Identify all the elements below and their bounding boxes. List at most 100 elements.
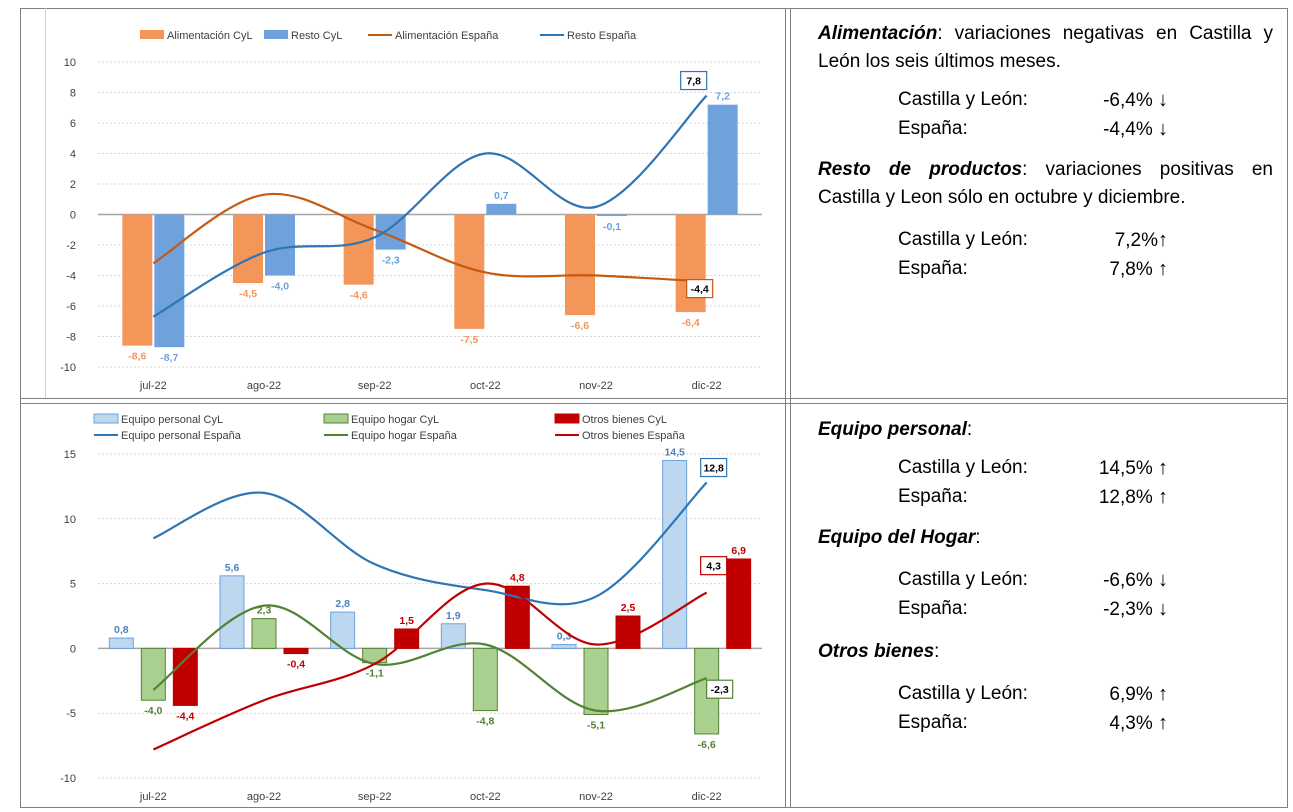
bar-data-label: -8,6 [128, 351, 146, 363]
y-tick-label: 0 [70, 210, 76, 222]
row-label: Castilla y León: [898, 89, 1028, 110]
text-resto: : variaciones positivas en Castilla y Le… [818, 159, 1274, 208]
row-value: 4,3% [1109, 713, 1153, 734]
y-tick-label: -10 [60, 362, 76, 374]
y-tick-label: -8 [66, 332, 76, 344]
x-tick-label: sep-22 [358, 380, 392, 392]
bar [615, 615, 641, 649]
end-data-label: -2,3 [711, 684, 729, 696]
end-label-box [680, 70, 708, 91]
bar [154, 214, 185, 348]
end-label-box [700, 556, 728, 576]
bar-data-label: -6,6 [698, 739, 716, 751]
row-alim-esp: España: -4,4% ↓ [898, 115, 1273, 144]
heading-alimentacion: Alimentación [818, 23, 938, 44]
series-line [152, 481, 708, 606]
paragraph-alimentacion: Alimentación: variaciones negativas en C… [818, 20, 1273, 76]
row-ep-esp: España: 12,8% ↑ [898, 483, 1273, 512]
bar-data-label: -4,6 [350, 290, 368, 302]
arrow-up-icon: ↑ [1158, 457, 1168, 479]
table-frame [20, 8, 1288, 808]
arrow-down-icon: ↓ [1158, 569, 1168, 591]
x-tick-label: jul-22 [139, 380, 167, 392]
arrow-up-icon: ↑ [1158, 229, 1168, 251]
bar-data-label: -6,4 [682, 317, 700, 329]
heading-line-equipo-hogar: Equipo del Hogar: [818, 524, 1273, 552]
end-data-label: 7,8 [686, 76, 701, 88]
bar [219, 575, 245, 649]
column-divider [785, 8, 791, 808]
left-margin-column [20, 8, 46, 398]
arrow-down-icon: ↓ [1158, 598, 1168, 620]
row-ob-esp: España: 4,3% ↑ [898, 709, 1273, 738]
heading-equipo-hogar: Equipo del Hogar [818, 527, 976, 548]
x-tick-label: nov-22 [579, 380, 613, 392]
legend-entry: Equipo personal España [121, 430, 242, 442]
arrow-up-icon: ↑ [1158, 683, 1168, 705]
row-resto-cyl: Castilla y León: 7,2%↑ [898, 226, 1273, 255]
legend-swatch [93, 413, 119, 424]
y-tick-label: -6 [66, 301, 76, 313]
legend-swatch [264, 30, 288, 39]
legend-swatch [323, 413, 349, 424]
bar-data-label: -0,4 [287, 659, 305, 671]
heading-suffix: : [934, 641, 940, 662]
series-line [152, 94, 708, 318]
row-label: Castilla y León: [898, 569, 1028, 590]
row-label: Castilla y León: [898, 229, 1028, 250]
bar [140, 647, 166, 701]
arrow-up-icon: ↑ [1158, 486, 1168, 508]
bar-data-label: -4,5 [239, 288, 257, 300]
bar-data-label: 14,5 [664, 446, 685, 458]
heading-equipo-personal: Equipo personal [818, 419, 967, 440]
arrow-down-icon: ↓ [1158, 118, 1168, 140]
bar-data-label: -5,1 [587, 719, 605, 731]
row-value: 7,2% [1114, 230, 1158, 251]
x-tick-label: ago-22 [247, 380, 281, 392]
bar-data-label: -8,7 [160, 352, 178, 364]
bar [565, 214, 595, 316]
commentary-panel-1: Alimentación: variaciones negativas en C… [818, 20, 1273, 284]
bar-data-label: 0,8 [114, 624, 129, 636]
bar [583, 647, 609, 715]
arrow-up-icon: ↑ [1158, 712, 1168, 734]
bar [343, 214, 374, 285]
bar-data-label: -4,0 [144, 705, 162, 717]
bar [707, 104, 738, 215]
bar-data-label: -4,0 [271, 281, 289, 293]
heading-line-otros-bienes: Otros bienes: [818, 638, 1273, 666]
bar [122, 214, 153, 346]
bar-data-label: 0,7 [494, 190, 509, 202]
y-tick-label: 10 [64, 57, 76, 69]
y-tick-label: -4 [66, 271, 76, 283]
legend-entry: Resto CyL [291, 30, 342, 42]
series-line [152, 604, 707, 713]
row-resto-esp: España: 7,8% ↑ [898, 255, 1273, 284]
bar [726, 558, 752, 649]
bar [283, 647, 309, 655]
row-ob-cyl: Castilla y León: 6,9% ↑ [898, 680, 1273, 709]
end-label-box [700, 457, 728, 478]
commentary-panel-2: Equipo personal: Castilla y León: 14,5% ↑… [818, 416, 1273, 738]
x-tick-label: ago-22 [247, 791, 281, 803]
heading-line-equipo-personal: Equipo personal: [818, 416, 1273, 444]
chart-alimentacion-resto: -10 -8 -6 -4 -2 0 2 4 6 8 10 jul-22 ago-22 sep-22 oct-… [60, 30, 762, 392]
y-tick-label: 6 [70, 118, 76, 130]
legend-entry: Equipo hogar CyL [351, 414, 439, 426]
bar-data-label: 2,8 [335, 598, 350, 610]
y-tick-label: 15 [64, 449, 76, 461]
bar [551, 644, 577, 649]
bar-data-label: 7,2 [715, 91, 730, 103]
y-tick-label: 5 [70, 579, 76, 591]
paragraph-resto: Resto de productos: variaciones positiva… [818, 156, 1273, 212]
row-value: -4,4% [1103, 119, 1153, 140]
y-tick-label: -2 [66, 240, 76, 252]
bar-data-label: 1,9 [446, 610, 461, 622]
end-data-label: 4,3 [706, 561, 721, 573]
heading-otros-bienes: Otros bienes [818, 641, 935, 662]
bar-data-label: 1,5 [399, 615, 414, 627]
legend-entry: Equipo personal CyL [121, 414, 223, 426]
x-tick-label: sep-22 [358, 791, 392, 803]
row-label: España: [898, 118, 968, 139]
row-value: 14,5% [1098, 458, 1153, 479]
